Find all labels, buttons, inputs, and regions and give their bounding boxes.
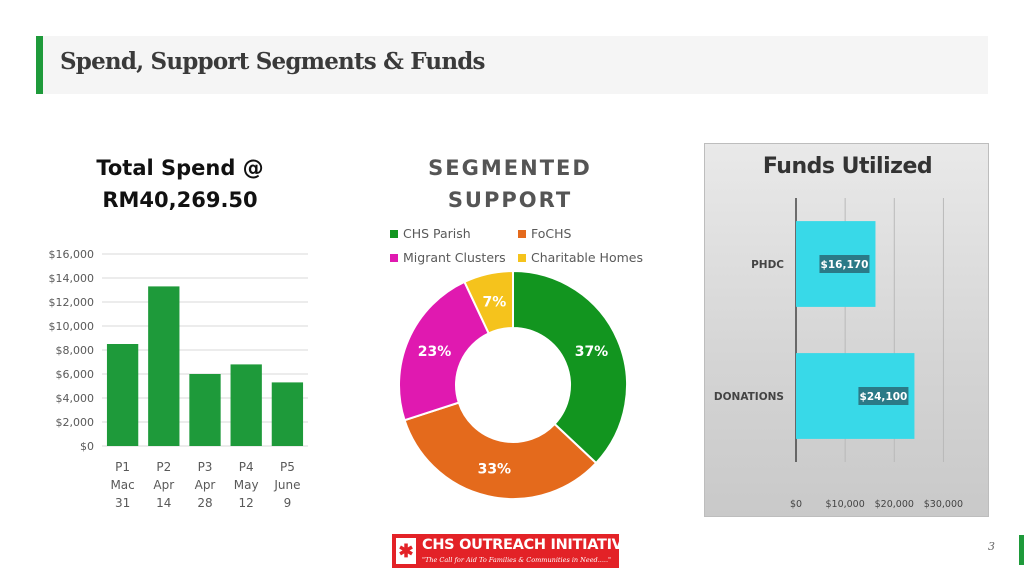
segment-chart-title-line2: SUPPORT [447,188,573,212]
spend-xtick-label: Mac [110,478,134,492]
spend-ytick-label: $2,000 [56,416,95,429]
segment-chart-title-line1: SEGMENTED [428,156,592,180]
funds-bar-chart: $0 $10,000 $20,000 $30,000 PHDC $16,170 DONATI… [714,198,963,510]
spend-xtick-label: 9 [284,496,292,510]
segment-donut-chart: CHS Parish FoCHS Migrant Clusters Charitabl… [390,226,643,500]
funds-xtick-label: $30,000 [924,499,963,510]
funds-value-label-bg [819,255,870,273]
spend-xtick-label: P2 [156,460,171,474]
segment-legend-label: Migrant Clusters [403,250,506,265]
spend-bar [271,382,304,446]
segment-legend-swatch [390,254,398,262]
spend-xtick-label: 31 [115,496,130,510]
slide-title: Spend, Support Segments & Funds [60,48,486,75]
page-accent-bar [1019,535,1024,565]
spend-ytick-label: $8,000 [56,344,95,357]
spend-xtick-label: May [234,478,259,492]
slide-title-bar: Spend, Support Segments & Funds [36,36,988,94]
segment-value-label: 7% [482,295,506,311]
funds-value-label: $24,100 [860,391,908,403]
segment-chart-title: SEGMENTED SUPPORT [400,152,620,216]
spend-bar [148,286,180,446]
funds-xtick-label: $10,000 [825,499,864,510]
spend-ytick-label: $10,000 [49,320,95,333]
spend-ytick-label: $6,000 [56,368,95,381]
spend-xtick-label: P5 [280,460,295,474]
segment-legend-swatch [518,230,526,238]
spend-xtick-label: P4 [239,460,254,474]
segment-legend-label: CHS Parish [403,226,471,241]
segment-legend-label: Charitable Homes [531,250,643,265]
spend-bar-chart: $0 $2,000 $4,000 $6,000 $8,000 $10,000 $12,000… [49,248,308,510]
title-accent-bar [36,36,43,94]
segment-slice [398,280,491,422]
spend-xtick-label: 14 [156,496,171,510]
funds-value-label-bg [858,387,909,405]
funds-xtick-label: $20,000 [875,499,914,510]
spend-xtick-label: P1 [115,460,130,474]
chs-outreach-logo: ✱ CHS OUTREACH INITIATIVE "The Call for … [392,534,633,568]
funds-category-label: PHDC [751,259,784,271]
spend-ytick-label: $12,000 [49,296,95,309]
funds-chart-title: Funds Utilized [762,154,933,179]
segment-legend-swatch [390,230,398,238]
funds-xtick-label: $0 [790,499,802,510]
segment-legend-swatch [518,254,526,262]
segment-slice [463,269,514,335]
page-number: 3 [988,540,995,553]
spend-xtick-label: Apr [195,478,216,492]
spend-bar [189,374,221,446]
funds-panel: Funds Utilized $0 $10,000 $20,000 $30,000 PH… [704,143,989,517]
spend-xtick-label: 28 [197,496,212,510]
spend-chart-title: Total Spend @ RM40,269.50 [60,152,300,216]
funds-category-label: DONATIONS [714,391,784,403]
logo-emblem-icon: ✱ [396,538,416,564]
segment-value-label: 23% [418,344,452,360]
spend-bar [106,344,139,446]
segment-value-label: 33% [478,461,512,477]
segment-legend-label: FoCHS [531,226,572,241]
spend-xtick-label: June [273,478,300,492]
spend-ytick-label: $16,000 [49,248,95,261]
funds-value-label: $16,170 [821,259,869,271]
segment-slice [403,401,598,500]
spend-ytick-label: $14,000 [49,272,95,285]
spend-chart-title-line2: RM40,269.50 [102,188,258,212]
segment-value-label: 37% [575,344,609,360]
spend-chart-title-line1: Total Spend @ [96,156,264,180]
logo-name: CHS OUTREACH INITIATIVE [422,537,633,553]
spend-xtick-label: Apr [153,478,174,492]
spend-ytick-label: $0 [80,440,94,453]
spend-ytick-label: $4,000 [56,392,95,405]
spend-xtick-label: 12 [239,496,254,510]
spend-bar [230,364,262,446]
spend-xtick-label: P3 [198,460,213,474]
logo-tagline: "The Call for Aid To Families & Communit… [422,556,612,564]
segment-slice [512,269,628,465]
